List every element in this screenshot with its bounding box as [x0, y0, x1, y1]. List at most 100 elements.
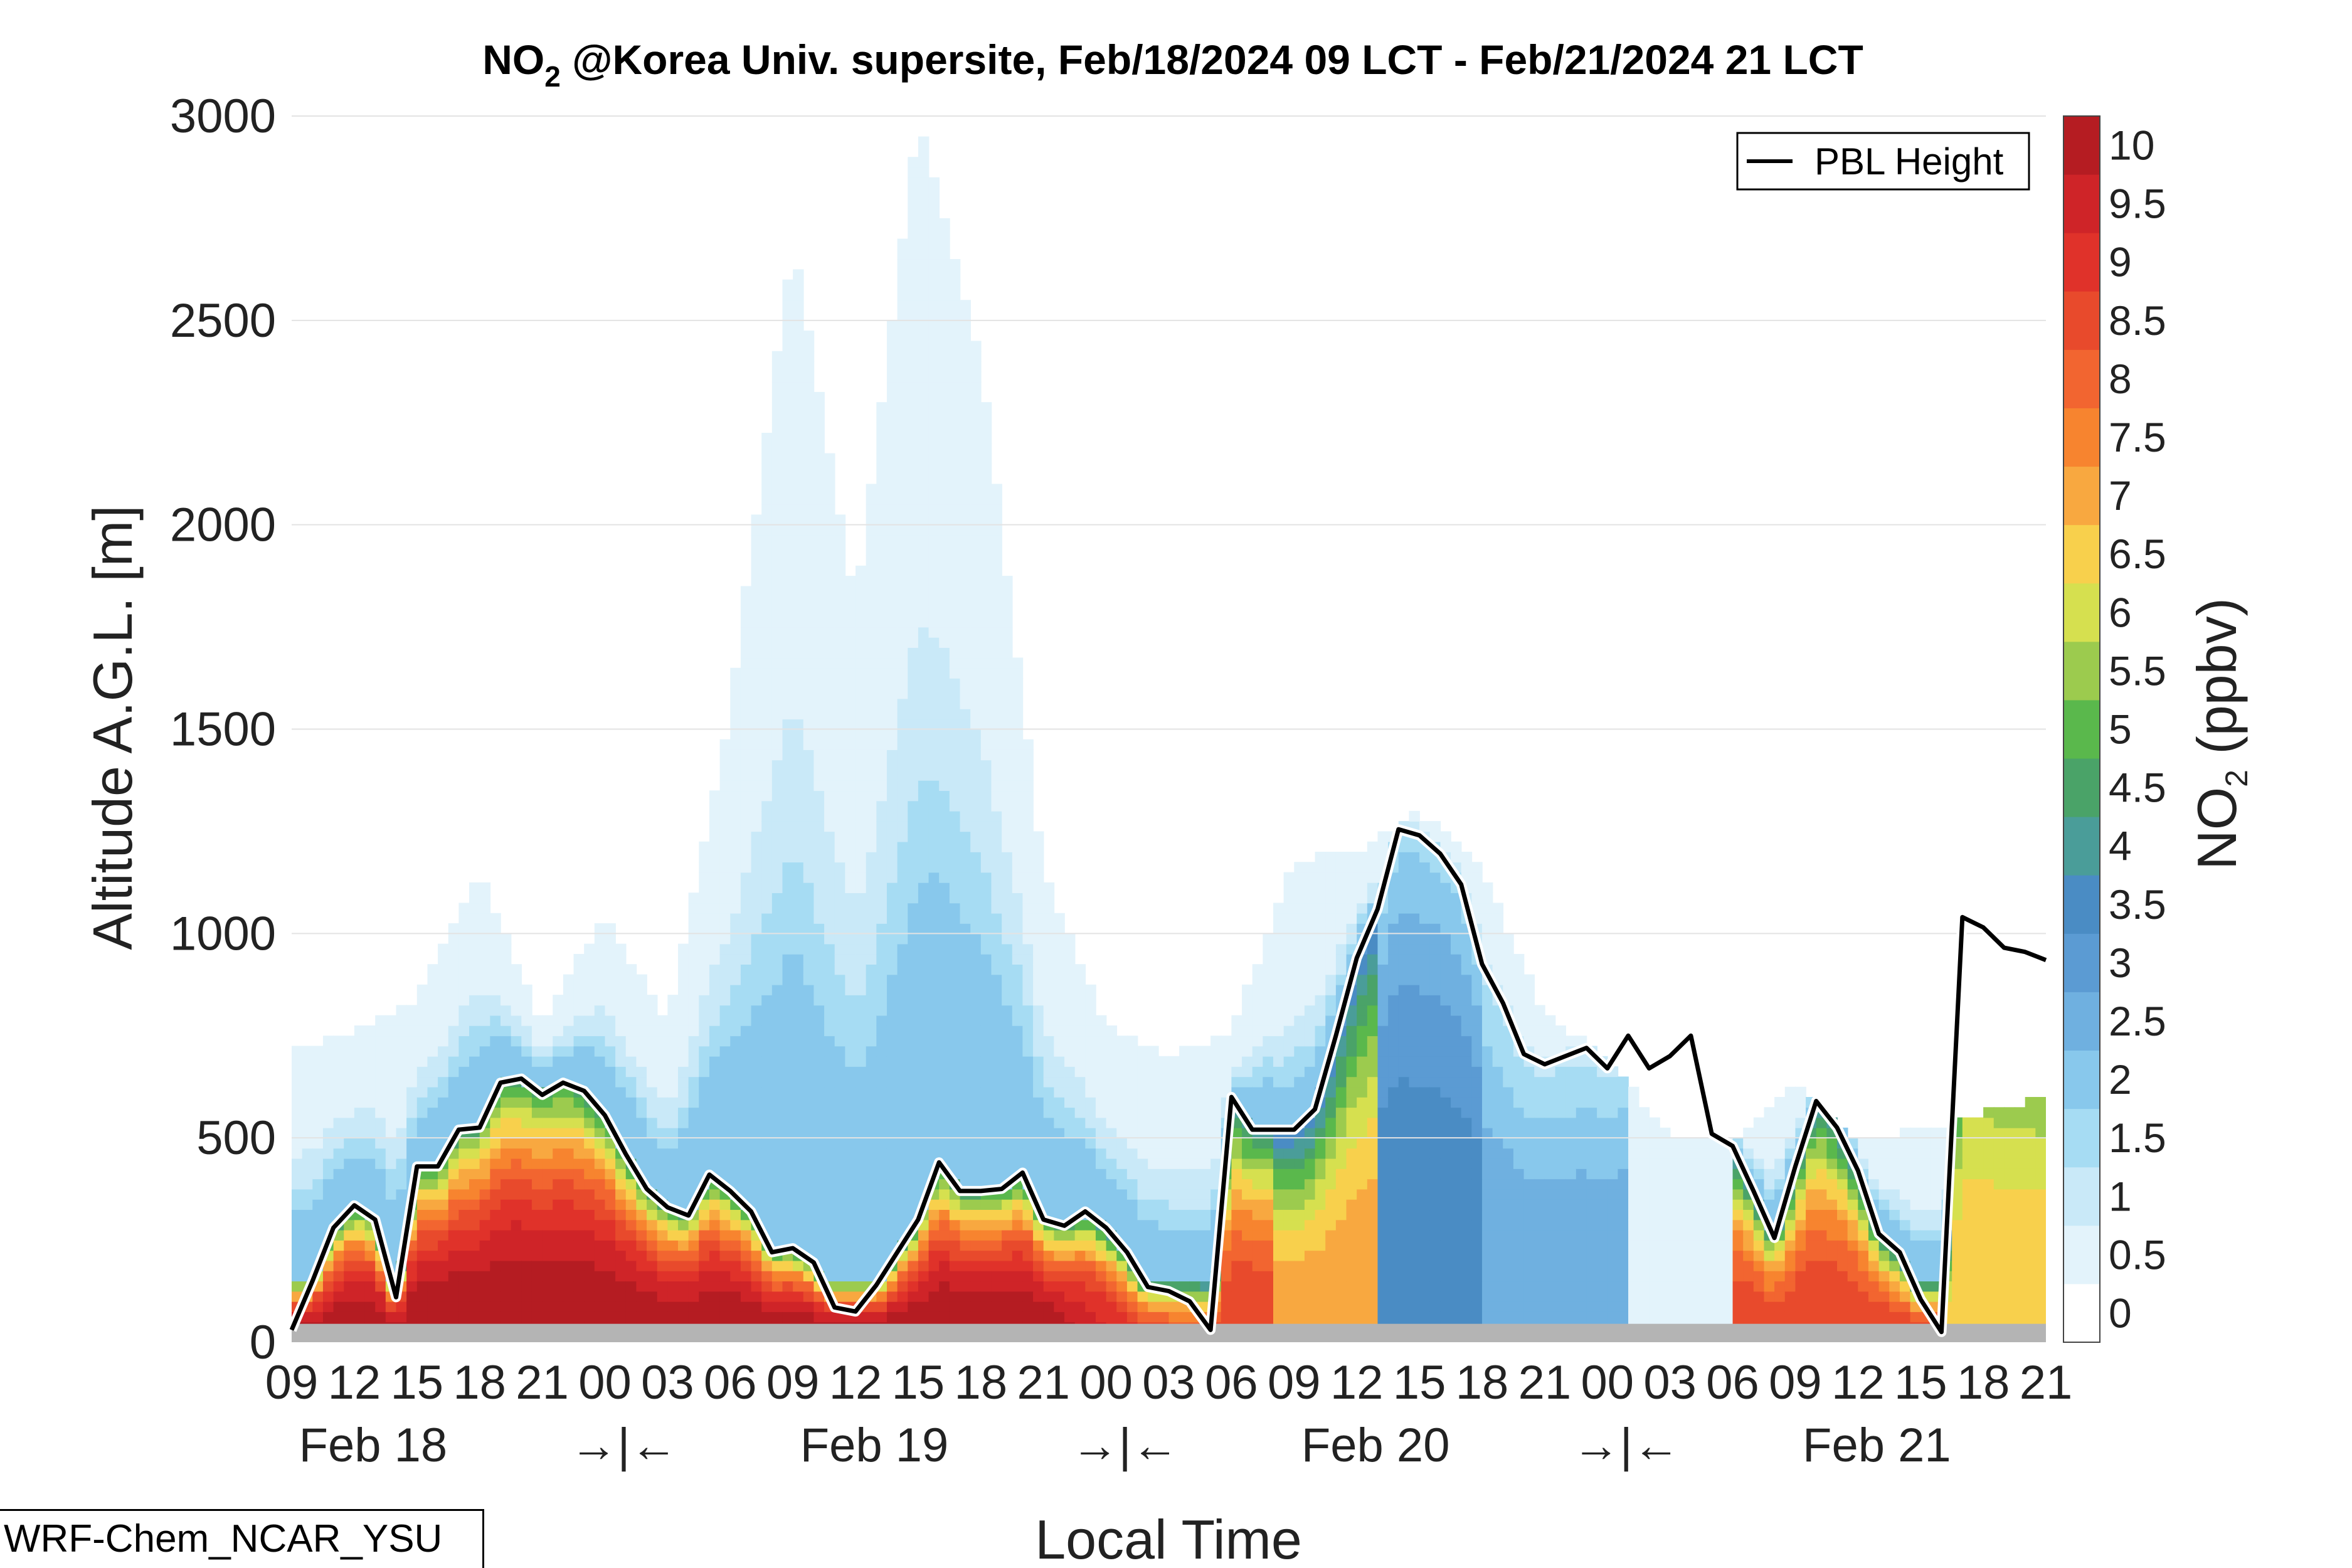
heatmap-cell: [845, 790, 856, 802]
heatmap-cell: [813, 443, 825, 454]
heatmap-cell: [1033, 1229, 1044, 1241]
heatmap-cell: [949, 862, 961, 873]
heatmap-cell: [856, 810, 867, 822]
heatmap-cell: [1043, 984, 1055, 995]
heatmap-cell: [771, 708, 783, 720]
heatmap-cell: [511, 1025, 522, 1037]
heatmap-cell: [490, 1219, 501, 1231]
heatmap-cell: [803, 1127, 815, 1138]
heatmap-cell: [740, 647, 752, 659]
heatmap-cell: [866, 1148, 877, 1159]
heatmap-cell: [793, 1138, 804, 1149]
heatmap-cell: [803, 688, 815, 699]
heatmap-cell: [1022, 872, 1034, 883]
heatmap-cell: [699, 1250, 710, 1261]
heatmap-cell: [761, 800, 773, 812]
heatmap-cell: [1095, 1097, 1107, 1108]
heatmap-cell: [647, 1209, 658, 1221]
heatmap-cell: [469, 1036, 480, 1047]
heatmap-cell: [479, 1301, 491, 1312]
heatmap-cell: [918, 361, 930, 373]
heatmap-cell: [688, 1086, 700, 1098]
heatmap-cell: [793, 657, 804, 669]
heatmap-cell: [511, 1168, 522, 1180]
heatmap-cell: [866, 1066, 877, 1078]
heatmap-cell: [730, 1281, 741, 1292]
heatmap-cell: [793, 739, 804, 750]
heatmap-cell: [1033, 913, 1044, 924]
heatmap-cell: [834, 821, 846, 832]
heatmap-cell: [949, 739, 961, 750]
heatmap-cell: [928, 678, 940, 689]
heatmap-cell: [908, 770, 919, 781]
heatmap-cell: [949, 708, 961, 720]
heatmap-cell: [771, 422, 783, 433]
heatmap-cell: [991, 800, 1002, 812]
heatmap-cell: [438, 984, 449, 995]
heatmap-cell: [605, 1260, 616, 1271]
heatmap-cell: [856, 617, 867, 628]
heatmap-cell: [928, 310, 940, 321]
heatmap-cell: [897, 341, 909, 352]
heatmap-cell: [605, 1311, 616, 1323]
heatmap-cell: [490, 1240, 501, 1251]
heatmap-cell: [928, 760, 940, 771]
heatmap-cell: [908, 953, 919, 965]
heatmap-cell: [803, 331, 815, 342]
heatmap-cell: [813, 657, 825, 669]
heatmap-cell: [939, 1005, 950, 1016]
heatmap-cell: [793, 565, 804, 576]
heatmap-cell: [761, 1005, 773, 1016]
heatmap-cell: [511, 1229, 522, 1241]
heatmap-cell: [960, 1229, 971, 1241]
heatmap-cell: [469, 964, 480, 975]
heatmap-cell: [542, 1025, 554, 1037]
heatmap-cell: [406, 1086, 418, 1098]
heatmap-cell: [876, 903, 887, 914]
heatmap-cell: [699, 1240, 710, 1251]
heatmap-cell: [1116, 1117, 1128, 1128]
heatmap-cell: [1043, 1138, 1055, 1149]
heatmap-cell: [897, 1025, 909, 1037]
heatmap-cell: [657, 1291, 669, 1302]
heatmap-cell: [647, 1076, 658, 1088]
heatmap-cell: [845, 1281, 856, 1292]
heatmap-cell: [427, 1229, 438, 1241]
heatmap-cell: [1022, 933, 1034, 945]
heatmap-cell: [897, 331, 909, 342]
heatmap-cell: [897, 770, 909, 781]
heatmap-cell: [813, 964, 825, 975]
heatmap-cell: [813, 1107, 825, 1118]
heatmap-cell: [824, 974, 835, 985]
heatmap-cell: [1179, 1168, 1190, 1180]
heatmap-cell: [667, 1219, 679, 1231]
heatmap-cell: [866, 882, 877, 893]
heatmap-cell: [771, 504, 783, 516]
heatmap-cell: [292, 1281, 303, 1292]
heatmap-cell: [1012, 1056, 1024, 1067]
heatmap-cell: [939, 351, 950, 362]
heatmap-cell: [824, 1270, 835, 1282]
heatmap-cell: [793, 320, 804, 331]
heatmap-cell: [897, 484, 909, 495]
heatmap-cell: [1012, 698, 1024, 709]
heatmap-cell: [908, 198, 919, 209]
heatmap-cell: [1106, 1046, 1118, 1057]
heatmap-cell: [751, 565, 762, 576]
heatmap-cell: [908, 831, 919, 842]
heatmap-cell: [678, 1240, 689, 1251]
heatmap-cell: [813, 995, 825, 1006]
heatmap-cell: [667, 1260, 679, 1271]
heatmap-cell: [1137, 1117, 1149, 1128]
heatmap-cell: [1085, 1260, 1096, 1271]
heatmap-cell: [1002, 882, 1013, 893]
heatmap-cell: [312, 1158, 324, 1169]
heatmap-cell: [939, 1127, 950, 1138]
heatmap-cell: [970, 1036, 982, 1047]
heatmap-cell: [793, 923, 804, 935]
heatmap-cell: [375, 1168, 386, 1180]
heatmap-cell: [886, 474, 898, 485]
heatmap-cell: [448, 1281, 460, 1292]
heatmap-cell: [960, 524, 971, 536]
heatmap-cell: [886, 1179, 898, 1190]
